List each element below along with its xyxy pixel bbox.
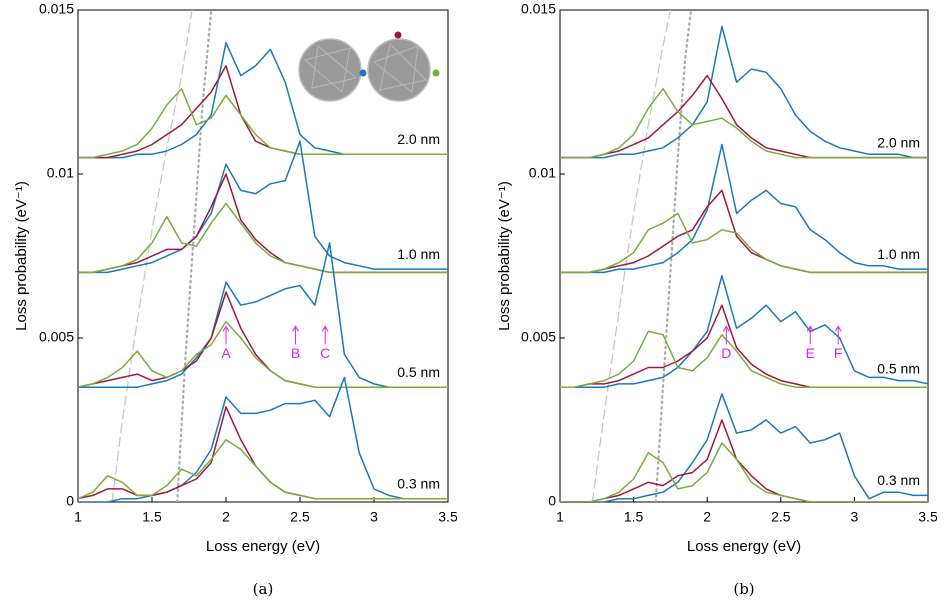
group-label: 0.5 nm xyxy=(877,361,920,377)
group-label: 1.0 nm xyxy=(877,246,920,262)
x-axis-label: Loss energy (eV) xyxy=(687,538,801,555)
series-line xyxy=(78,140,448,274)
series-line xyxy=(560,25,928,159)
y-tick-label: 0 xyxy=(548,493,556,509)
series-line xyxy=(560,274,928,388)
annotation: F xyxy=(834,345,843,361)
annotation-arrow xyxy=(321,325,329,345)
series-line xyxy=(560,74,928,159)
series-line xyxy=(560,419,928,502)
group-label: 1.0 nm xyxy=(397,246,440,262)
caption: (a) xyxy=(253,580,274,598)
series-line xyxy=(560,304,928,388)
series-line xyxy=(78,406,448,500)
y-tick-label: 0.005 xyxy=(39,329,74,345)
y-tick-label: 0.015 xyxy=(521,1,556,17)
group-label: 0.5 nm xyxy=(397,364,440,380)
y-tick-label: 0.01 xyxy=(529,165,556,181)
x-tick-label: 3.5 xyxy=(918,509,938,525)
x-tick-label: 2 xyxy=(703,509,711,525)
group-label: 2.0 nm xyxy=(877,134,920,150)
x-tick-label: 1 xyxy=(556,509,564,525)
group-label: 0.3 nm xyxy=(397,475,440,491)
y-tick-label: 0.015 xyxy=(39,1,74,17)
y-axis-label: Loss probability (eV⁻¹) xyxy=(496,181,513,331)
y-tick-label: 0 xyxy=(66,493,74,509)
series-line xyxy=(560,189,928,274)
series-line xyxy=(78,87,448,159)
series-line xyxy=(78,320,448,388)
group-label: 0.3 nm xyxy=(877,472,920,488)
x-tick-label: 1.5 xyxy=(624,509,644,525)
annotation: A xyxy=(221,345,231,361)
annotation: B xyxy=(291,345,300,361)
guide-line xyxy=(591,10,672,502)
annotation-arrow xyxy=(834,325,842,345)
series-line xyxy=(78,202,448,274)
facet xyxy=(303,45,358,93)
x-tick-label: 2.5 xyxy=(771,509,791,525)
series-line xyxy=(560,87,928,159)
series-line xyxy=(78,376,448,502)
probe-dot xyxy=(359,69,367,77)
annotation-arrow xyxy=(222,325,230,345)
plot-frame xyxy=(77,9,449,503)
series-line xyxy=(560,143,928,274)
caption: (b) xyxy=(733,580,754,598)
x-tick-label: 1 xyxy=(74,509,82,525)
x-tick-label: 3 xyxy=(851,509,859,525)
series-line xyxy=(560,393,928,502)
x-axis-label: Loss energy (eV) xyxy=(206,538,320,555)
x-tick-label: 1.5 xyxy=(142,509,162,525)
x-tick-label: 2 xyxy=(222,509,230,525)
x-tick-label: 2.5 xyxy=(290,509,310,525)
inset xyxy=(298,31,440,102)
series-line xyxy=(560,442,928,502)
annotation-arrow xyxy=(722,325,730,345)
annotation: C xyxy=(320,345,330,361)
group-label: 2.0 nm xyxy=(397,131,440,147)
annotation-arrow xyxy=(806,325,814,345)
probe-dot xyxy=(394,31,402,39)
series-line xyxy=(78,438,448,500)
guide-line xyxy=(111,10,193,502)
annotation: D xyxy=(721,345,731,361)
y-axis-label: Loss probability (eV⁻¹) xyxy=(13,181,30,331)
sphere xyxy=(367,38,431,102)
series-line xyxy=(78,291,448,388)
annotation-arrow xyxy=(292,325,299,345)
facet xyxy=(372,42,428,93)
y-tick-label: 0.005 xyxy=(521,329,556,345)
x-tick-label: 3.5 xyxy=(438,509,458,525)
y-tick-label: 0.01 xyxy=(47,165,74,181)
series-line xyxy=(560,330,928,388)
annotation: E xyxy=(806,345,815,361)
probe-dot xyxy=(432,69,440,77)
x-tick-label: 3 xyxy=(370,509,378,525)
series-line xyxy=(560,212,928,274)
sphere xyxy=(298,38,362,102)
plot-frame xyxy=(559,9,929,503)
guide-line xyxy=(176,10,213,502)
series-line xyxy=(78,242,448,388)
